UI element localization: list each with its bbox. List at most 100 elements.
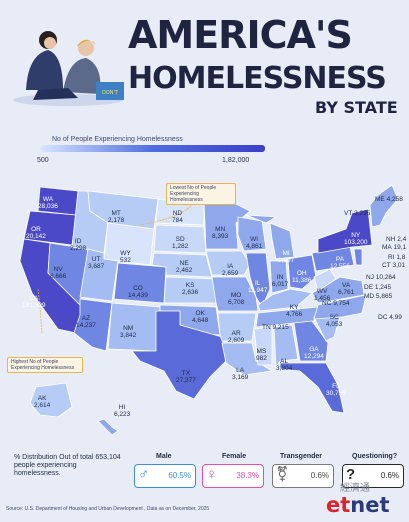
state-ar: [217, 312, 257, 342]
state-label-nh: NH 2,4: [386, 236, 407, 243]
state-label-ga: GA 12,294: [304, 346, 324, 360]
state-label-ne: NE 2,462: [176, 260, 193, 274]
state-label-ca: CA 181,399: [22, 295, 46, 309]
logo-net: net: [350, 493, 390, 517]
logo-et: et: [326, 493, 351, 517]
state-label-tx: TX 27,377: [176, 370, 196, 384]
state-label-ny: NY 103,200: [344, 232, 368, 246]
state-ms: [253, 326, 273, 366]
state-label-in: IN 6,017: [272, 274, 289, 288]
state-ut: [79, 248, 119, 302]
state-label-sc: SC 4,053: [326, 314, 343, 328]
transgender-label: Transgender: [280, 453, 323, 460]
state-label-or: OR 20,142: [26, 226, 46, 240]
state-label-ks: KS 2,636: [182, 282, 199, 296]
male-value: 60.5%: [168, 471, 191, 480]
svg-text:DON'T: DON'T: [102, 90, 119, 96]
etnet-logo: etnet: [326, 493, 390, 517]
state-label-mn: MN 8,393: [212, 226, 229, 240]
state-label-vt: VT 3,295: [344, 210, 371, 217]
legend-title: No of People Experiencing Homelessness: [52, 136, 183, 143]
state-la: [221, 342, 273, 376]
female-value: 38.3%: [236, 471, 259, 480]
state-label-hi: HI 6,223: [114, 404, 131, 418]
highest-callout: Highest No of People Experiencing Homele…: [7, 357, 83, 373]
title-line-3: BY STATE: [315, 98, 398, 117]
state-label-oh: OH 11,386: [292, 270, 312, 284]
transgender-symbol-icon: ⚧: [276, 466, 289, 483]
state-label-mo: MO 6,708: [228, 292, 245, 306]
state-wv: [313, 268, 337, 292]
state-label-la: LA 3,169: [232, 367, 249, 381]
transgender-value: 0.6%: [310, 471, 329, 480]
state-label-id: ID 2,298: [70, 238, 87, 252]
state-wi: [237, 216, 267, 252]
state-ny: [317, 208, 373, 254]
state-label-ky: KY 4,766: [286, 304, 303, 318]
state-mo: [211, 276, 259, 312]
state-label-ut: UT 3,687: [88, 256, 105, 270]
state-label-al: AL 3,304: [276, 358, 293, 372]
state-label-nc: NC 9,754: [322, 300, 350, 307]
state-label-mt: MT 2,178: [108, 210, 125, 224]
questioning-card: ? 0.6%: [342, 464, 404, 488]
us-choropleth-map: [19, 184, 399, 436]
state-label-nv: NV 8,666: [50, 266, 67, 280]
state-label-il: IL 11,947: [248, 280, 268, 294]
state-ne: [151, 252, 213, 278]
source-note: Source: U.S. Department of Housing and U…: [6, 506, 210, 512]
state-label-ct: CT 3,01: [382, 262, 406, 269]
state-label-wi: WI 4,861: [246, 236, 263, 250]
legend-max: 1,82,000: [222, 157, 250, 164]
state-label-tn: TN 9,215: [262, 324, 289, 331]
legend-min: 500: [37, 157, 49, 164]
state-label-ok: OK 4,648: [192, 310, 209, 324]
state-new-england: [369, 184, 399, 228]
brand-cjk: 經濟通: [340, 483, 370, 494]
state-label-nd: ND 784: [172, 210, 183, 224]
female-symbol-icon: ♀: [206, 466, 218, 483]
state-label-wv: WV 1,456: [314, 288, 331, 302]
state-in: [269, 260, 289, 294]
state-label-ia: IA 2,659: [222, 263, 239, 277]
state-tx: [131, 310, 227, 400]
female-card: ♀ 38.3%: [202, 464, 264, 488]
state-label-ms: MS 982: [256, 348, 267, 362]
state-label-nj: NJ 10,264: [366, 274, 396, 281]
state-mi: [245, 214, 295, 260]
state-nc: [313, 294, 367, 320]
state-ak: [29, 382, 73, 418]
title-line-1: AMERICA'S: [128, 13, 353, 57]
state-label-de: DE 1,245: [364, 284, 392, 291]
state-ia: [205, 250, 251, 276]
female-label: Female: [222, 453, 247, 460]
state-label-md: MD 5,865: [364, 293, 393, 300]
question-mark-icon: ?: [346, 466, 356, 483]
state-label-ar: AR 2,609: [228, 330, 245, 344]
state-sd: [153, 224, 207, 254]
state-label-wa: WA 28,036: [38, 196, 58, 210]
state-label-ri: RI 1,8: [388, 254, 406, 261]
state-hi: [97, 418, 119, 436]
legend-gradient-bar: [40, 145, 265, 152]
state-label-ma: MA 19,1: [382, 244, 407, 251]
state-label-wy: WY 532: [120, 250, 131, 264]
state-label-pa: PA 12,556: [330, 256, 350, 270]
male-symbol-icon: ♂: [138, 466, 150, 483]
state-ga: [293, 320, 329, 362]
state-nj: [353, 248, 363, 266]
state-ky: [257, 288, 313, 312]
state-wy: [103, 222, 155, 266]
state-label-me: ME 4,258: [375, 196, 403, 203]
state-label-mi: MI 8,997: [278, 250, 295, 264]
state-label-va: VA 6,761: [338, 282, 355, 296]
state-label-dc: DC 4,99: [378, 314, 402, 321]
transgender-card: ⚧ 0.6%: [272, 464, 334, 488]
male-label: Male: [156, 453, 172, 460]
questioning-value: 0.6%: [380, 471, 399, 480]
state-al: [273, 324, 299, 368]
state-label-fl: FL 30,756: [326, 383, 346, 397]
state-label-co: CO 14,439: [128, 285, 148, 299]
state-label-ak: AK 2,614: [34, 395, 51, 409]
